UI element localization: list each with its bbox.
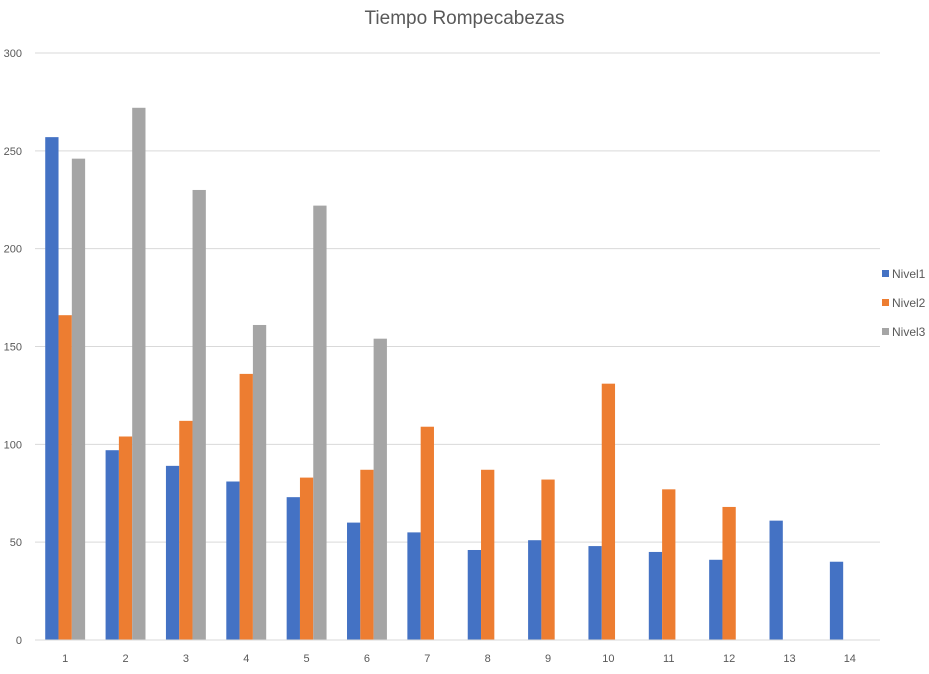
bar-nivel1-13	[769, 520, 783, 640]
x-tick-label: 3	[183, 653, 189, 665]
legend-swatch	[882, 299, 889, 306]
bar-nivel3-5	[313, 205, 327, 640]
bar-nivel2-2	[118, 436, 133, 640]
y-tick-label: 250	[4, 146, 22, 158]
bar-nivel1-10	[588, 546, 602, 640]
x-axis-tick-labels: 1 2 3 4 5 6 7 8 9 10 11 12 13 14	[62, 653, 856, 665]
bar-nivel2-11	[662, 489, 676, 640]
bar-nivel1-11	[648, 551, 663, 640]
x-tick-label: 2	[122, 653, 128, 665]
bar-nivel2-6	[360, 469, 374, 640]
bar-nivel2-9	[541, 479, 555, 640]
y-tick-label: 100	[4, 439, 22, 451]
legend-item-nivel2: Nivel2	[882, 288, 925, 317]
bar-nivel1-5	[286, 497, 300, 640]
x-tick-label: 8	[485, 653, 491, 665]
bar-nivel2-5	[299, 477, 314, 640]
bar-nivel2-3	[179, 420, 193, 640]
legend-label: Nivel2	[892, 295, 926, 310]
x-tick-label: 6	[364, 653, 370, 665]
y-tick-label: 50	[10, 537, 22, 549]
bar-nivel1-4	[226, 481, 240, 640]
bar-nivel1-3	[165, 465, 180, 640]
legend-label: Nivel1	[892, 266, 926, 281]
x-tick-label: 1	[62, 653, 68, 665]
bar-nivel3-2	[132, 107, 146, 640]
legend: Nivel1 Nivel2 Nivel3	[882, 259, 925, 346]
bar-nivel2-8	[481, 469, 495, 640]
legend-item-nivel1: Nivel1	[882, 259, 925, 288]
x-tick-label: 5	[304, 653, 310, 665]
bar-nivel2-10	[601, 383, 616, 640]
legend-swatch	[882, 328, 889, 335]
bar-nivel2-7	[420, 426, 434, 640]
y-tick-label: 0	[16, 635, 22, 647]
x-tick-label: 7	[424, 653, 430, 665]
bar-nivel3-1	[71, 158, 86, 640]
x-tick-label: 4	[243, 653, 249, 665]
bar-nivel2-4	[239, 373, 253, 640]
bar-nivel1-9	[528, 540, 542, 640]
bar-nivel1-1	[45, 137, 59, 641]
bar-nivel1-6	[347, 522, 361, 640]
x-tick-label: 13	[783, 653, 795, 665]
legend-item-nivel3: Nivel3	[882, 317, 925, 346]
y-tick-label: 150	[4, 342, 22, 354]
y-axis-tick-labels: 0 50 100 150 200 250 300	[4, 48, 22, 647]
legend-label: Nivel3	[892, 324, 926, 339]
bar-nivel1-8	[467, 549, 482, 640]
bar-nivel1-7	[407, 532, 421, 640]
bar-nivel2-12	[722, 506, 736, 640]
bar-nivel3-3	[192, 189, 206, 640]
x-tick-label: 14	[844, 653, 856, 665]
chart-title: Tiempo Rompecabezas	[364, 8, 565, 29]
bar-nivel1-14	[829, 561, 844, 640]
bar-nivel1-2	[105, 450, 119, 640]
bar-nivel3-6	[373, 338, 387, 640]
bars	[45, 107, 844, 641]
y-tick-label: 300	[4, 48, 22, 60]
x-tick-label: 10	[602, 653, 614, 665]
bar-nivel2-1	[58, 315, 72, 640]
x-tick-label: 11	[663, 653, 674, 665]
x-tick-label: 9	[545, 653, 551, 665]
gridlines	[35, 52, 880, 543]
legend-swatch	[882, 270, 889, 277]
bar-nivel1-12	[709, 559, 723, 640]
y-tick-label: 200	[4, 244, 22, 256]
x-tick-label: 12	[723, 653, 735, 665]
bar-nivel3-4	[252, 324, 267, 640]
